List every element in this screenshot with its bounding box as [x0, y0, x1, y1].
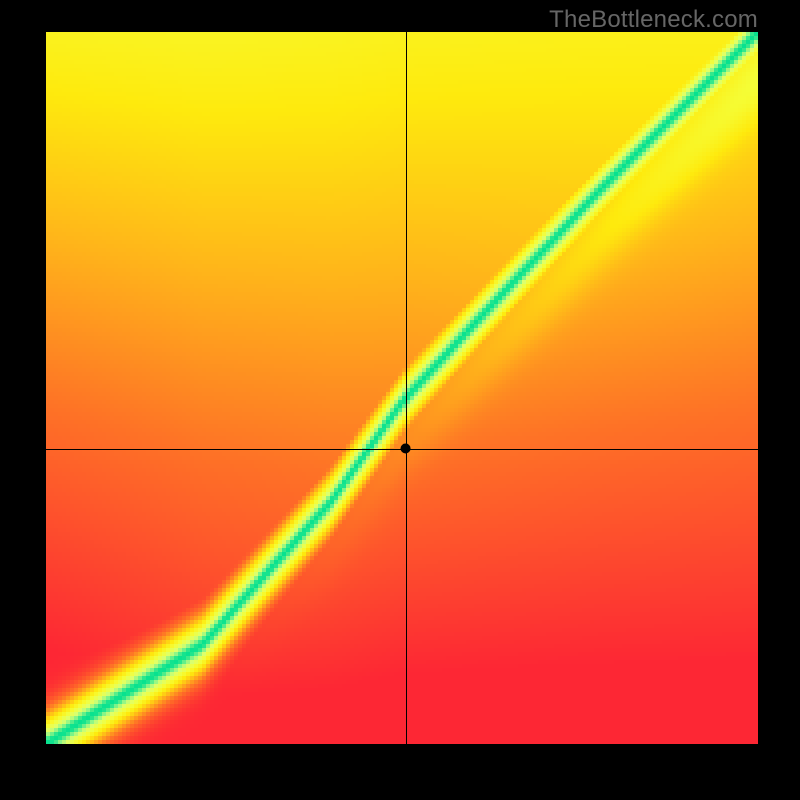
chart-container: TheBottleneck.com: [0, 0, 800, 800]
bottleneck-heatmap: [0, 0, 800, 800]
watermark-text: TheBottleneck.com: [549, 6, 758, 34]
